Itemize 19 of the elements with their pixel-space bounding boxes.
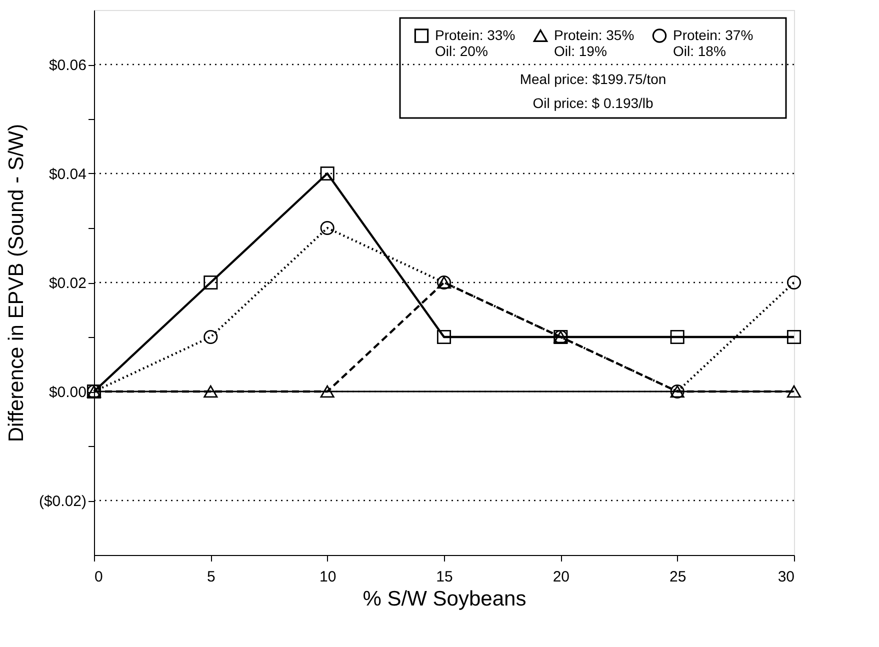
legend-label: Protein: 37% Oil: 18%	[673, 26, 754, 59]
y-tick-label: $0.04	[48, 166, 86, 183]
y-axis-title: Difference in EPVB (Sound - S/W)	[4, 124, 28, 442]
x-tick-label: 5	[206, 568, 216, 586]
x-tick-label: 20	[552, 568, 570, 586]
legend-label: Protein: 33% Oil: 20%	[435, 26, 516, 59]
y-tick-label: ($0.02)	[38, 493, 86, 510]
x-tick-label: 25	[669, 568, 686, 586]
annotation: Oil price: $ 0.193/lb	[532, 95, 654, 111]
x-axis-title: % S/W Soybeans	[362, 588, 526, 610]
y-tick-label: $0.00	[48, 384, 86, 401]
legend-label: Protein: 35% Oil: 19%	[554, 26, 634, 59]
x-tick-label: 0	[94, 568, 103, 586]
x-tick-label: 15	[436, 568, 453, 586]
x-tick-label: 30	[778, 568, 794, 586]
y-tick-label: $0.02	[48, 275, 86, 292]
annotation: Meal price: $199.75/ton	[520, 71, 666, 87]
x-tick-label: 10	[319, 568, 336, 586]
y-tick-label: $0.06	[48, 57, 86, 74]
